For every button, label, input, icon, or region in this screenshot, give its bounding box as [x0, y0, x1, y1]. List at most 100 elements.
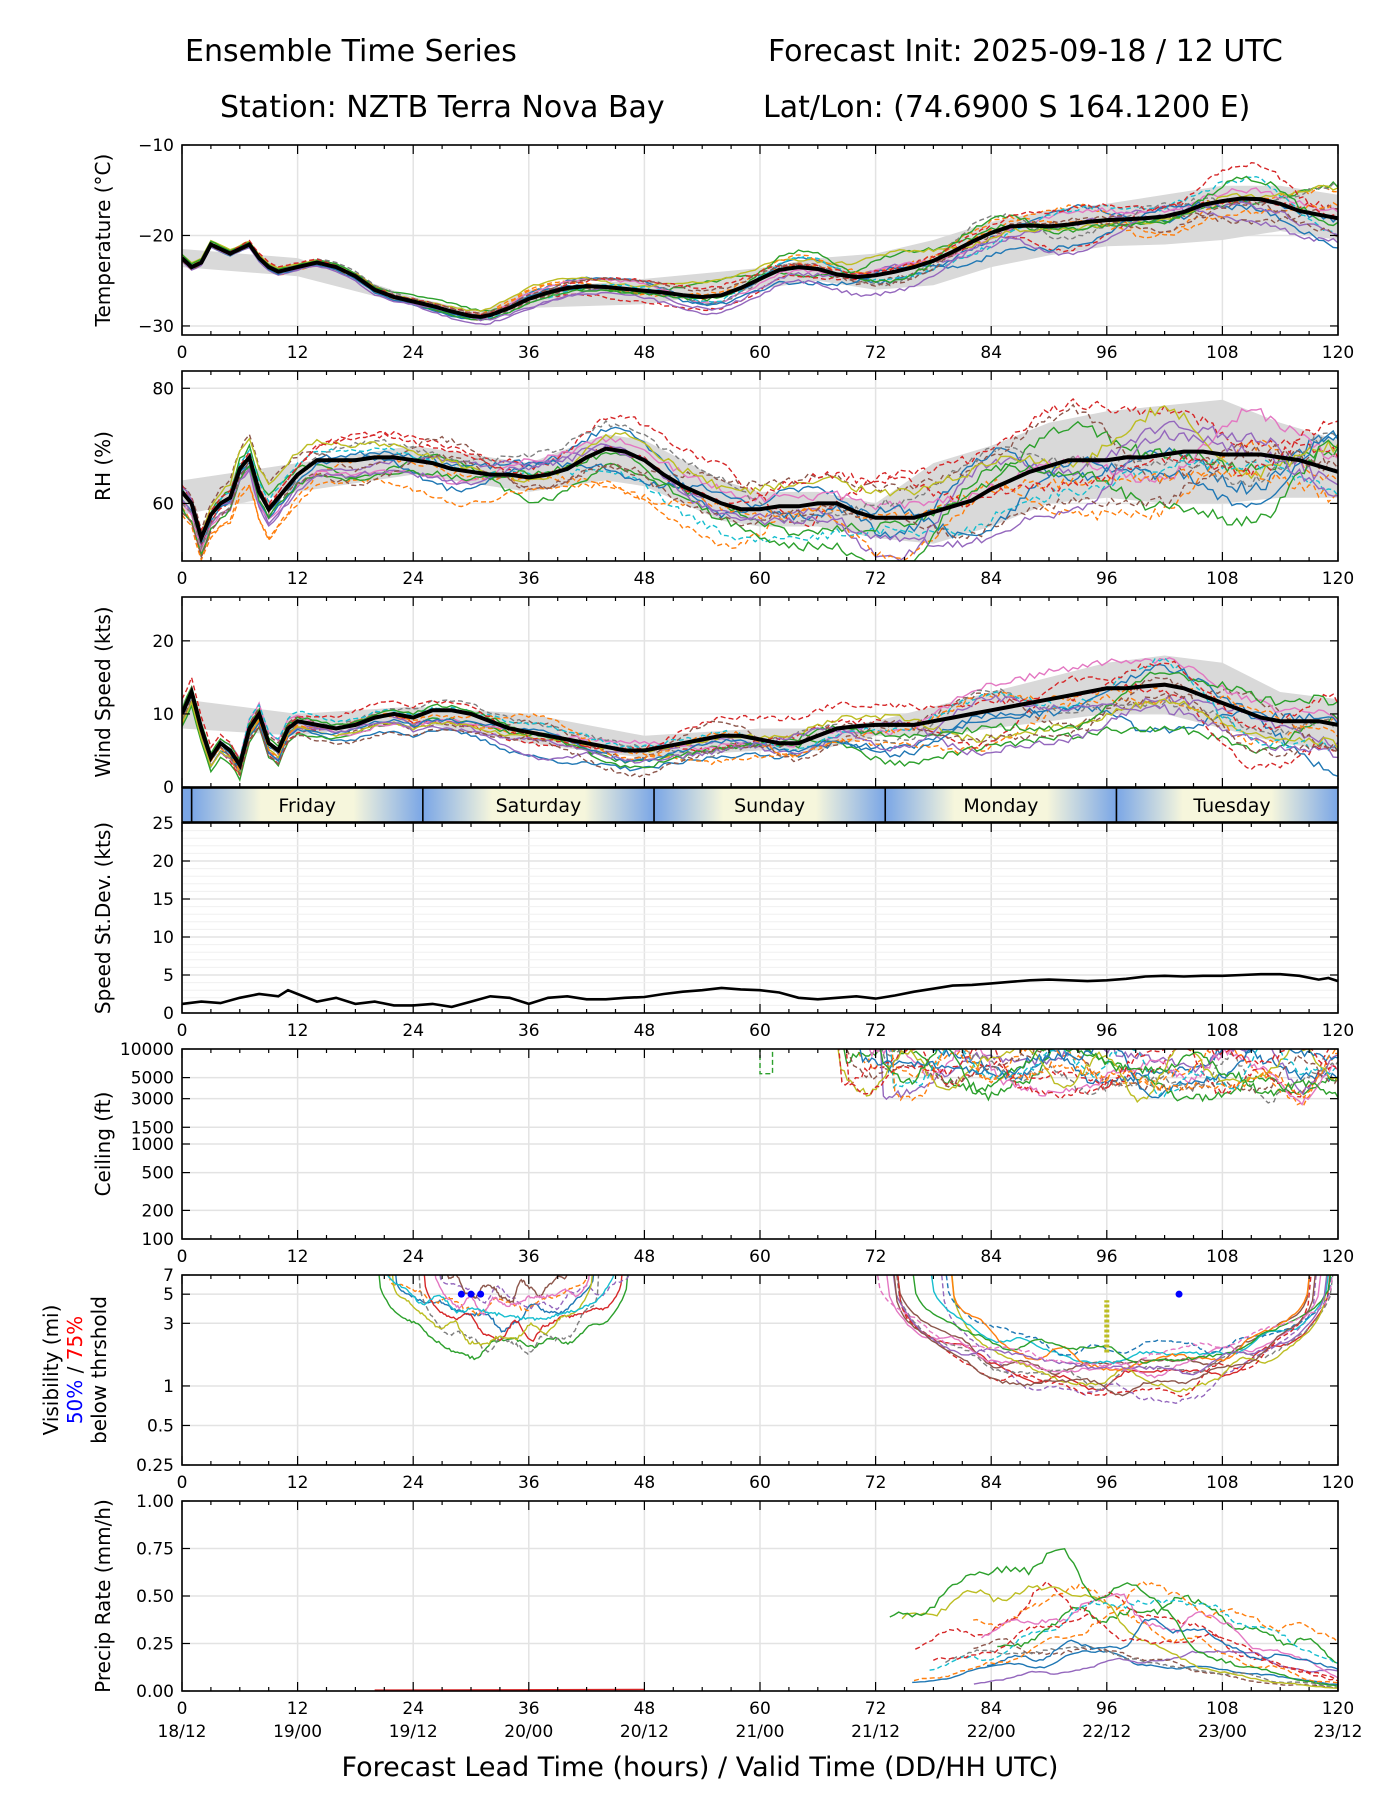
day-band: Friday	[190, 788, 423, 822]
x-tick-label: 96	[1096, 1021, 1118, 1041]
y-label-line-3: below thrshold	[87, 1296, 111, 1444]
member-line	[182, 451, 1338, 560]
member-line	[845, 1049, 1331, 1098]
day-label: Monday	[963, 795, 1038, 817]
y-tick-label: 10000	[120, 1040, 174, 1060]
member-line	[182, 403, 1338, 534]
y-tick-label: 0.75	[136, 1540, 174, 1560]
x-tick-label: 84	[980, 343, 1002, 363]
day-label: Friday	[278, 795, 336, 817]
day-band: Saturday	[422, 788, 655, 822]
member-line	[182, 439, 1338, 561]
y-axis-label: Visibility (mi)50% / 75%below thrshold	[39, 1296, 111, 1444]
member-line	[182, 429, 1338, 548]
y-tick-label: 10	[152, 705, 174, 725]
x-tick-label: 24	[402, 1699, 424, 1719]
member-segment	[759, 1049, 774, 1075]
y-tick-label: 500	[142, 1164, 174, 1184]
y-tick-label: 0.00	[136, 1682, 174, 1702]
x-tick-label: 0	[177, 1021, 188, 1041]
member-line	[933, 1613, 1339, 1679]
x-tick-label: 36	[518, 1021, 540, 1041]
valid-time-label: 21/12	[851, 1722, 900, 1742]
member-line	[182, 405, 1338, 539]
x-tick-label: 84	[980, 569, 1002, 589]
x-tick-label: 36	[518, 569, 540, 589]
y-tick-label: 15	[152, 890, 174, 910]
member-line	[434, 1275, 590, 1316]
y-tick-label: 5	[163, 1285, 174, 1305]
x-tick-label: 72	[865, 1247, 887, 1267]
latlon-label: Lat/Lon: (74.6900 S 164.1200 E)	[763, 90, 1251, 125]
member-line	[182, 438, 1338, 560]
x-tick-label: 36	[518, 343, 540, 363]
threshold-50-marker	[457, 1290, 465, 1298]
member-line	[182, 420, 1338, 532]
y-tick-label: 1000	[131, 1135, 174, 1155]
valid-time-label: 20/12	[620, 1722, 669, 1742]
day-label: Saturday	[496, 795, 582, 817]
x-tick-label: 72	[865, 1021, 887, 1041]
x-tick-label: 96	[1096, 343, 1118, 363]
y-tick-label: 3	[163, 1314, 174, 1334]
x-tick-label: 60	[749, 1021, 771, 1041]
x-tick-label: 0	[177, 1699, 188, 1719]
threshold-50-marker	[477, 1290, 485, 1298]
x-tick-label: 12	[287, 569, 309, 589]
y-tick-label: 80	[152, 379, 174, 399]
x-tick-label: 24	[402, 1021, 424, 1041]
member-line	[182, 676, 1338, 778]
y-tick-label: 0	[163, 1004, 174, 1024]
member-line	[930, 1275, 1330, 1365]
x-tick-label: 72	[865, 1699, 887, 1719]
x-tick-label: 72	[865, 1473, 887, 1493]
member-line	[182, 182, 1338, 317]
day-band-fill	[654, 788, 886, 822]
x-tick-label: 108	[1206, 1021, 1238, 1041]
x-tick-label: 24	[402, 1247, 424, 1267]
stdev-line	[181, 972, 1339, 1009]
y-tick-label: 20	[152, 632, 174, 652]
x-tick-label: 120	[1322, 343, 1354, 363]
x-tick-label: 48	[634, 343, 656, 363]
x-tick-label: 120	[1322, 569, 1354, 589]
day-label: Sunday	[734, 795, 805, 817]
member-line	[879, 1049, 1338, 1101]
x-tick-label: 36	[518, 1473, 540, 1493]
day-band-fill	[191, 788, 423, 822]
day-band: Sunday	[653, 788, 886, 822]
member-line	[182, 687, 1338, 764]
x-tick-label: 108	[1206, 1247, 1238, 1267]
x-tick-label: 48	[634, 569, 656, 589]
member-line	[945, 1645, 1339, 1689]
member-line	[374, 1688, 645, 1691]
y-tick-label: 200	[142, 1201, 174, 1221]
y-tick-label: 60	[152, 494, 174, 514]
x-tick-label: 36	[518, 1247, 540, 1267]
member-line	[182, 201, 1338, 322]
ticks: 20 10 0	[152, 597, 1339, 798]
x-tick-label: 84	[980, 1699, 1002, 1719]
member-line	[395, 1275, 595, 1333]
y-tick-label: 0	[163, 778, 174, 798]
x-tick-label: 12	[287, 1247, 309, 1267]
y-tick-label: 5000	[131, 1069, 174, 1089]
valid-time-label: 21/00	[736, 1722, 785, 1742]
x-tick-label: 48	[634, 1247, 656, 1267]
y-tick-label: 5	[163, 966, 174, 986]
x-tick-label: 84	[980, 1247, 1002, 1267]
member-line	[446, 1275, 568, 1304]
plot-area	[182, 161, 1338, 326]
day-band: Monday	[884, 788, 1117, 822]
y-tick-label: 0.25	[136, 1456, 174, 1476]
plot-area	[182, 398, 1338, 561]
x-tick-label: 72	[865, 343, 887, 363]
label-75pct: 75%	[63, 1316, 87, 1360]
label-50pct: 50%	[63, 1380, 87, 1424]
member-line	[890, 1049, 1338, 1098]
member-line	[859, 1049, 1338, 1099]
day-band: Tuesday	[1115, 788, 1338, 822]
